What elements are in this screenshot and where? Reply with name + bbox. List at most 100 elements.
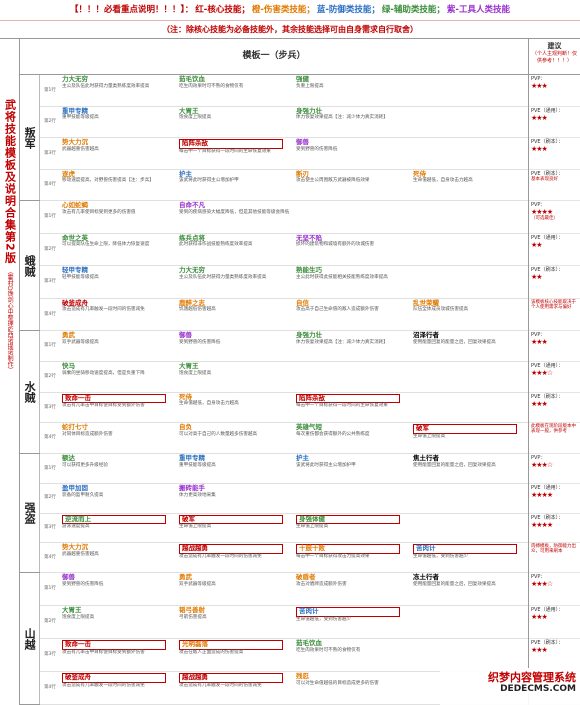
skill-name: 逆流而上 bbox=[62, 514, 166, 525]
group-1: 蛾贼 第1行 心如蛇蝎 攻击有几率使目标受到更多的伤害值 自命不凡 受到的疾病感染大幅度降… bbox=[20, 201, 580, 331]
group-rows: 第1行 力大无穷 主公及队伍此时获得力量类熟练度效率提高 茹毛饮血 吃生肉效果时可不熟的… bbox=[40, 75, 528, 201]
skill-desc: 对同体目标造成额外伤害 bbox=[62, 432, 113, 438]
rating-block: PVE（通用）： ★★★☆ bbox=[529, 362, 580, 393]
skill-cell: 越战越勇 攻击造成有几率触发一段时间的伤害减免 bbox=[177, 672, 294, 704]
skill-cell: 致命一击 攻击有几率击中目标使目标受到额外伤害 bbox=[60, 639, 177, 671]
document-title: 武将技能模板及说明合集第2版 bbox=[3, 99, 17, 264]
skill-cell: 大胃王 饱食度上限提高 bbox=[60, 606, 177, 638]
skill-desc: 重甲技能等级提高 bbox=[179, 462, 216, 468]
rating-column: PVP： ★★★ PVE（通用）： ★★★☆ PVE（刷本）： ★★★ 此模板在现阶段版本中… bbox=[528, 331, 580, 454]
template-title: 模板一（步兵） bbox=[20, 39, 528, 75]
rating-stars: ★★★ bbox=[531, 113, 548, 122]
skill-name: 逐虎 bbox=[62, 169, 75, 178]
skill-desc: 骑乘的坐骑移动速度提高，但是负重下降 bbox=[62, 370, 145, 376]
skill-name: 越战越勇 bbox=[179, 544, 283, 555]
skill-cell: 破盾者 攻击对盾牌造成额外伤害 bbox=[294, 573, 411, 605]
skill-row: 第2行 命世之英 可以提高队伍生命上限，降低体力恢复速度 练兵点将 此时获得非作战技能熟… bbox=[40, 234, 528, 266]
skill-cell bbox=[411, 266, 528, 298]
skill-desc: 受到野兽的伤害降低 bbox=[62, 581, 104, 587]
rating-block: PVE（通用）： ★★★ bbox=[529, 107, 580, 138]
rating-column: PVP： ★★★ PVE（通用）： ★★★ PVE（刷本）： ★★★ PVE（刷本）： 基本表… bbox=[528, 75, 580, 201]
skill-desc: 生命值上限提高 bbox=[413, 434, 446, 440]
skill-cell: 英雄气短 每次重伤都会获得额外的公共熟练度 bbox=[294, 423, 411, 453]
skill-name: 越战越勇 bbox=[179, 673, 283, 683]
row-label: 第4行 bbox=[44, 554, 56, 560]
skill-desc: 吃生肉效果时可不熟的食物仅有 bbox=[296, 647, 361, 653]
rating-block: PVE（刷本）： ★★ bbox=[529, 266, 580, 299]
skill-desc: 每次重伤都会获得额外的公共熟练度 bbox=[296, 432, 370, 438]
rating-block: PVE（刷本）： 基本表现良好 bbox=[529, 170, 580, 201]
skill-desc: 攻击对盾牌造成额外伤害 bbox=[296, 581, 347, 587]
rating-label: PVP： bbox=[531, 332, 546, 338]
skill-row: 第2行 重甲专精 重甲技能等级提高 大胃王 饱食度上限提高 身强力壮 体力恢复效果提高【注：… bbox=[40, 106, 528, 138]
skill-cell bbox=[411, 107, 528, 138]
skill-cell: 蛇打七寸 对同体目标造成额外伤害 bbox=[60, 423, 177, 453]
skill-cell: 心如蛇蝎 攻击有几率使目标受到更多的伤害值 bbox=[60, 201, 177, 233]
skill-cell: 残忍 可以对生命值越低的目标造成更多的伤害 bbox=[294, 672, 411, 704]
skill-name: 强健 bbox=[296, 75, 309, 83]
skill-cell bbox=[411, 484, 528, 513]
rating-stars: ★★★ bbox=[531, 646, 548, 654]
rating-column: PVP： ★★★☆ PVE（通用）： ★★★★ PVE（刷本）： ★★★★ 肉搏模板，防御能… bbox=[528, 454, 580, 573]
skill-row: 第2行 大胃王 饱食度上限提高 韬弓善射 弓箭伤害提高 苦肉计 生命值越低，受到伤害越少 bbox=[40, 606, 528, 639]
skill-cell: 光明磊落 攻击在敌人正面造成的伤害提高 bbox=[177, 639, 294, 671]
legend-auxiliary: 绿-辅助类技能； bbox=[381, 4, 445, 15]
skill-cell: 身强体健 生命值上限提高 bbox=[294, 514, 411, 543]
skill-cell bbox=[294, 484, 411, 513]
skill-desc: 游泳速度提高 bbox=[62, 524, 90, 530]
skill-name: 轻甲专精 bbox=[62, 266, 88, 274]
rating-label: PVP： bbox=[531, 202, 546, 208]
skill-name: 盈甲加固 bbox=[62, 483, 88, 492]
rating-block: PVP： ★★★☆ bbox=[529, 573, 580, 606]
skill-cell: 冻土行者 使用能量回复的能量之后，回复效果提高 bbox=[411, 573, 528, 605]
skill-cell: 强健 负重上限提高 bbox=[294, 75, 411, 106]
rating-label: PVE（刷本）： bbox=[531, 170, 564, 177]
skill-name: 势大力沉 bbox=[62, 138, 88, 146]
skill-name: 死侍 bbox=[413, 169, 426, 178]
skill-desc: 武器越重伤害越高 bbox=[62, 552, 99, 558]
skill-name: 势大力沉 bbox=[62, 543, 88, 552]
row-label: 第2行 bbox=[44, 495, 56, 501]
skill-name: 勇武 bbox=[179, 573, 192, 581]
skill-name: 破釜成舟 bbox=[62, 298, 88, 307]
skill-name: 断刃 bbox=[296, 169, 309, 178]
skill-name: 英雄气短 bbox=[296, 423, 322, 432]
skill-cell: 陷阵杀敌 每击中一个目标获得一段时间的生命恢复效果 bbox=[294, 393, 411, 423]
skill-cell: 搬砖能手 体力更高效地采集 bbox=[177, 484, 294, 513]
skill-cell: 大胃王 饱食度上限提高 bbox=[177, 362, 294, 392]
group-name: 水贼 bbox=[20, 331, 40, 453]
rating-stars: ★★ bbox=[531, 273, 543, 281]
watermark-line2: DEDECMS.COM bbox=[500, 684, 576, 695]
left-title-column: 武将技能模板及说明合集第2版 （霍村D馋剑心中整理&西诺提诺制作） bbox=[0, 39, 20, 705]
skill-name: 茹毛饮血 bbox=[179, 75, 205, 83]
rating-label: PVE（通用）： bbox=[531, 607, 564, 613]
rating-note: 肉搏模板，防御能力出众，可用来刷本 bbox=[531, 544, 576, 555]
skill-cell bbox=[411, 201, 528, 233]
rating-stars: ★★★★ bbox=[531, 208, 553, 216]
skill-cell: 盈甲加固 装备的盔甲耐久提高 bbox=[60, 484, 177, 513]
row-label: 第1行 bbox=[44, 87, 56, 93]
skill-cell: 勇武 双手武器等级提高 bbox=[177, 573, 294, 605]
skill-name: 大胃王 bbox=[179, 106, 199, 115]
skill-desc: 攻击造成有几率触发一段时间的伤害减免 bbox=[179, 682, 262, 688]
skill-row: 第3行 致命一击 攻击有几率击中目标使目标受到额外伤害 光明磊落 攻击在敌人正面造成的伤… bbox=[40, 639, 528, 672]
skill-cell bbox=[411, 75, 528, 106]
skill-cell: 御兽 受到野兽的伤害降低 bbox=[60, 573, 177, 605]
skill-cell: 断刃 攻击使主公周围敌方武器被降低效果 bbox=[294, 170, 411, 201]
skill-desc: 可以对生命值越低的目标造成更多的伤害 bbox=[296, 680, 379, 686]
skill-name: 御兽 bbox=[296, 138, 309, 146]
rating-block: PVE（刷本）： ★★★★ bbox=[529, 514, 580, 544]
skill-row: 第4行 破釜成舟 攻击造成有几率触发一段时间的伤害减免 鹿醉之志 饥饿越低伤害越高 自信攻… bbox=[40, 298, 528, 331]
skill-row: 第1行 额达 可以获得更多升级经验 重甲专精 重甲技能等级提高 护主 该武将此时获得主公增加… bbox=[40, 454, 528, 484]
rating-block: 该模板核心技能取决于个人使用需求与偏好 bbox=[529, 299, 580, 331]
legend-core: 红-核心技能； bbox=[195, 4, 250, 15]
skill-row: 第3行 致命一击 攻击有几率击中目标使目标受到额外伤害 死侍 生命值越低，自身攻击力越高… bbox=[40, 393, 528, 424]
skill-cell: 茹毛饮血 吃生肉效果时可不熟的食物仅有 bbox=[294, 639, 411, 671]
skill-name: 熟能生巧 bbox=[296, 266, 322, 274]
skill-desc: 重甲技能等级提高 bbox=[62, 115, 99, 121]
skill-cell: 御兽 受到野兽的伤害降低 bbox=[294, 138, 411, 169]
skill-cell: 沼泽行者 使用能量回复的能量之后，回复效果提高 bbox=[411, 331, 528, 361]
skill-cell: 自负 可以对高于自己的人数量越多伤害越高 bbox=[177, 423, 294, 453]
skill-name: 光明磊落 bbox=[179, 640, 283, 650]
rating-stars: ★★★☆ bbox=[531, 580, 553, 588]
